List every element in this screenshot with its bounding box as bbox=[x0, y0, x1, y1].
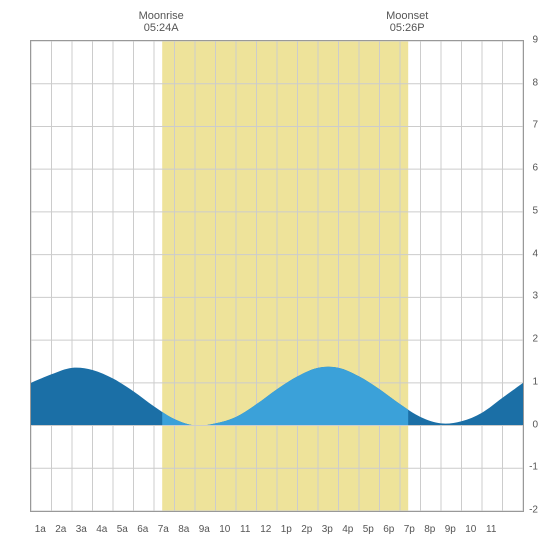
moonset-time: 05:26P bbox=[386, 22, 428, 34]
x-tick: 8a bbox=[178, 524, 189, 535]
x-tick: 3p bbox=[322, 524, 333, 535]
y-tick: 3 bbox=[532, 291, 538, 302]
x-tick: 10 bbox=[465, 524, 476, 535]
x-tick: 6a bbox=[137, 524, 148, 535]
x-tick: 4p bbox=[342, 524, 353, 535]
y-tick: 2 bbox=[532, 334, 538, 345]
moonset-label: Moonset 05:26P bbox=[386, 10, 428, 34]
x-tick: 7p bbox=[404, 524, 415, 535]
moonset-caption: Moonset bbox=[386, 10, 428, 22]
x-tick: 5p bbox=[363, 524, 374, 535]
chart-top-labels: Moonrise 05:24A Moonset 05:26P bbox=[30, 10, 520, 40]
moonrise-caption: Moonrise bbox=[139, 10, 184, 22]
moonrise-time: 05:24A bbox=[139, 22, 184, 34]
y-tick: 5 bbox=[532, 205, 538, 216]
x-tick: 9p bbox=[445, 524, 456, 535]
x-tick: 2a bbox=[55, 524, 66, 535]
y-axis: -2-10123456789 bbox=[522, 40, 540, 510]
chart-svg bbox=[31, 41, 523, 511]
x-tick: 9a bbox=[199, 524, 210, 535]
x-tick: 5a bbox=[117, 524, 128, 535]
moonrise-label: Moonrise 05:24A bbox=[139, 10, 184, 34]
y-tick: -2 bbox=[529, 505, 538, 516]
plot-area bbox=[30, 40, 524, 512]
y-tick: 9 bbox=[532, 35, 538, 46]
x-tick: 11 bbox=[240, 524, 250, 535]
y-tick: 6 bbox=[532, 163, 538, 174]
x-tick: 2p bbox=[301, 524, 312, 535]
x-tick: 1a bbox=[35, 524, 46, 535]
x-tick: 1p bbox=[281, 524, 292, 535]
x-tick: 8p bbox=[424, 524, 435, 535]
x-tick: 11 bbox=[486, 524, 496, 535]
y-tick: 7 bbox=[532, 120, 538, 131]
x-tick: 10 bbox=[219, 524, 230, 535]
x-tick: 3a bbox=[76, 524, 87, 535]
y-tick: -1 bbox=[529, 462, 538, 473]
y-tick: 8 bbox=[532, 77, 538, 88]
y-tick: 0 bbox=[532, 419, 538, 430]
x-axis: 1a 2a 3a 4a 5a 6a 7a 8a 9a 10 11 12 1p 2p 3p 4p 5p 6p 7p 8p… bbox=[30, 520, 522, 540]
x-tick: 4a bbox=[96, 524, 107, 535]
tide-chart: Moonrise 05:24A Moonset 05:26P 1a 2a 3a 4a 5… bbox=[10, 10, 540, 540]
y-tick: 1 bbox=[532, 376, 538, 387]
y-tick: 4 bbox=[532, 248, 538, 259]
x-tick: 6p bbox=[383, 524, 394, 535]
x-tick: 7a bbox=[158, 524, 169, 535]
x-tick: 12 bbox=[260, 524, 271, 535]
